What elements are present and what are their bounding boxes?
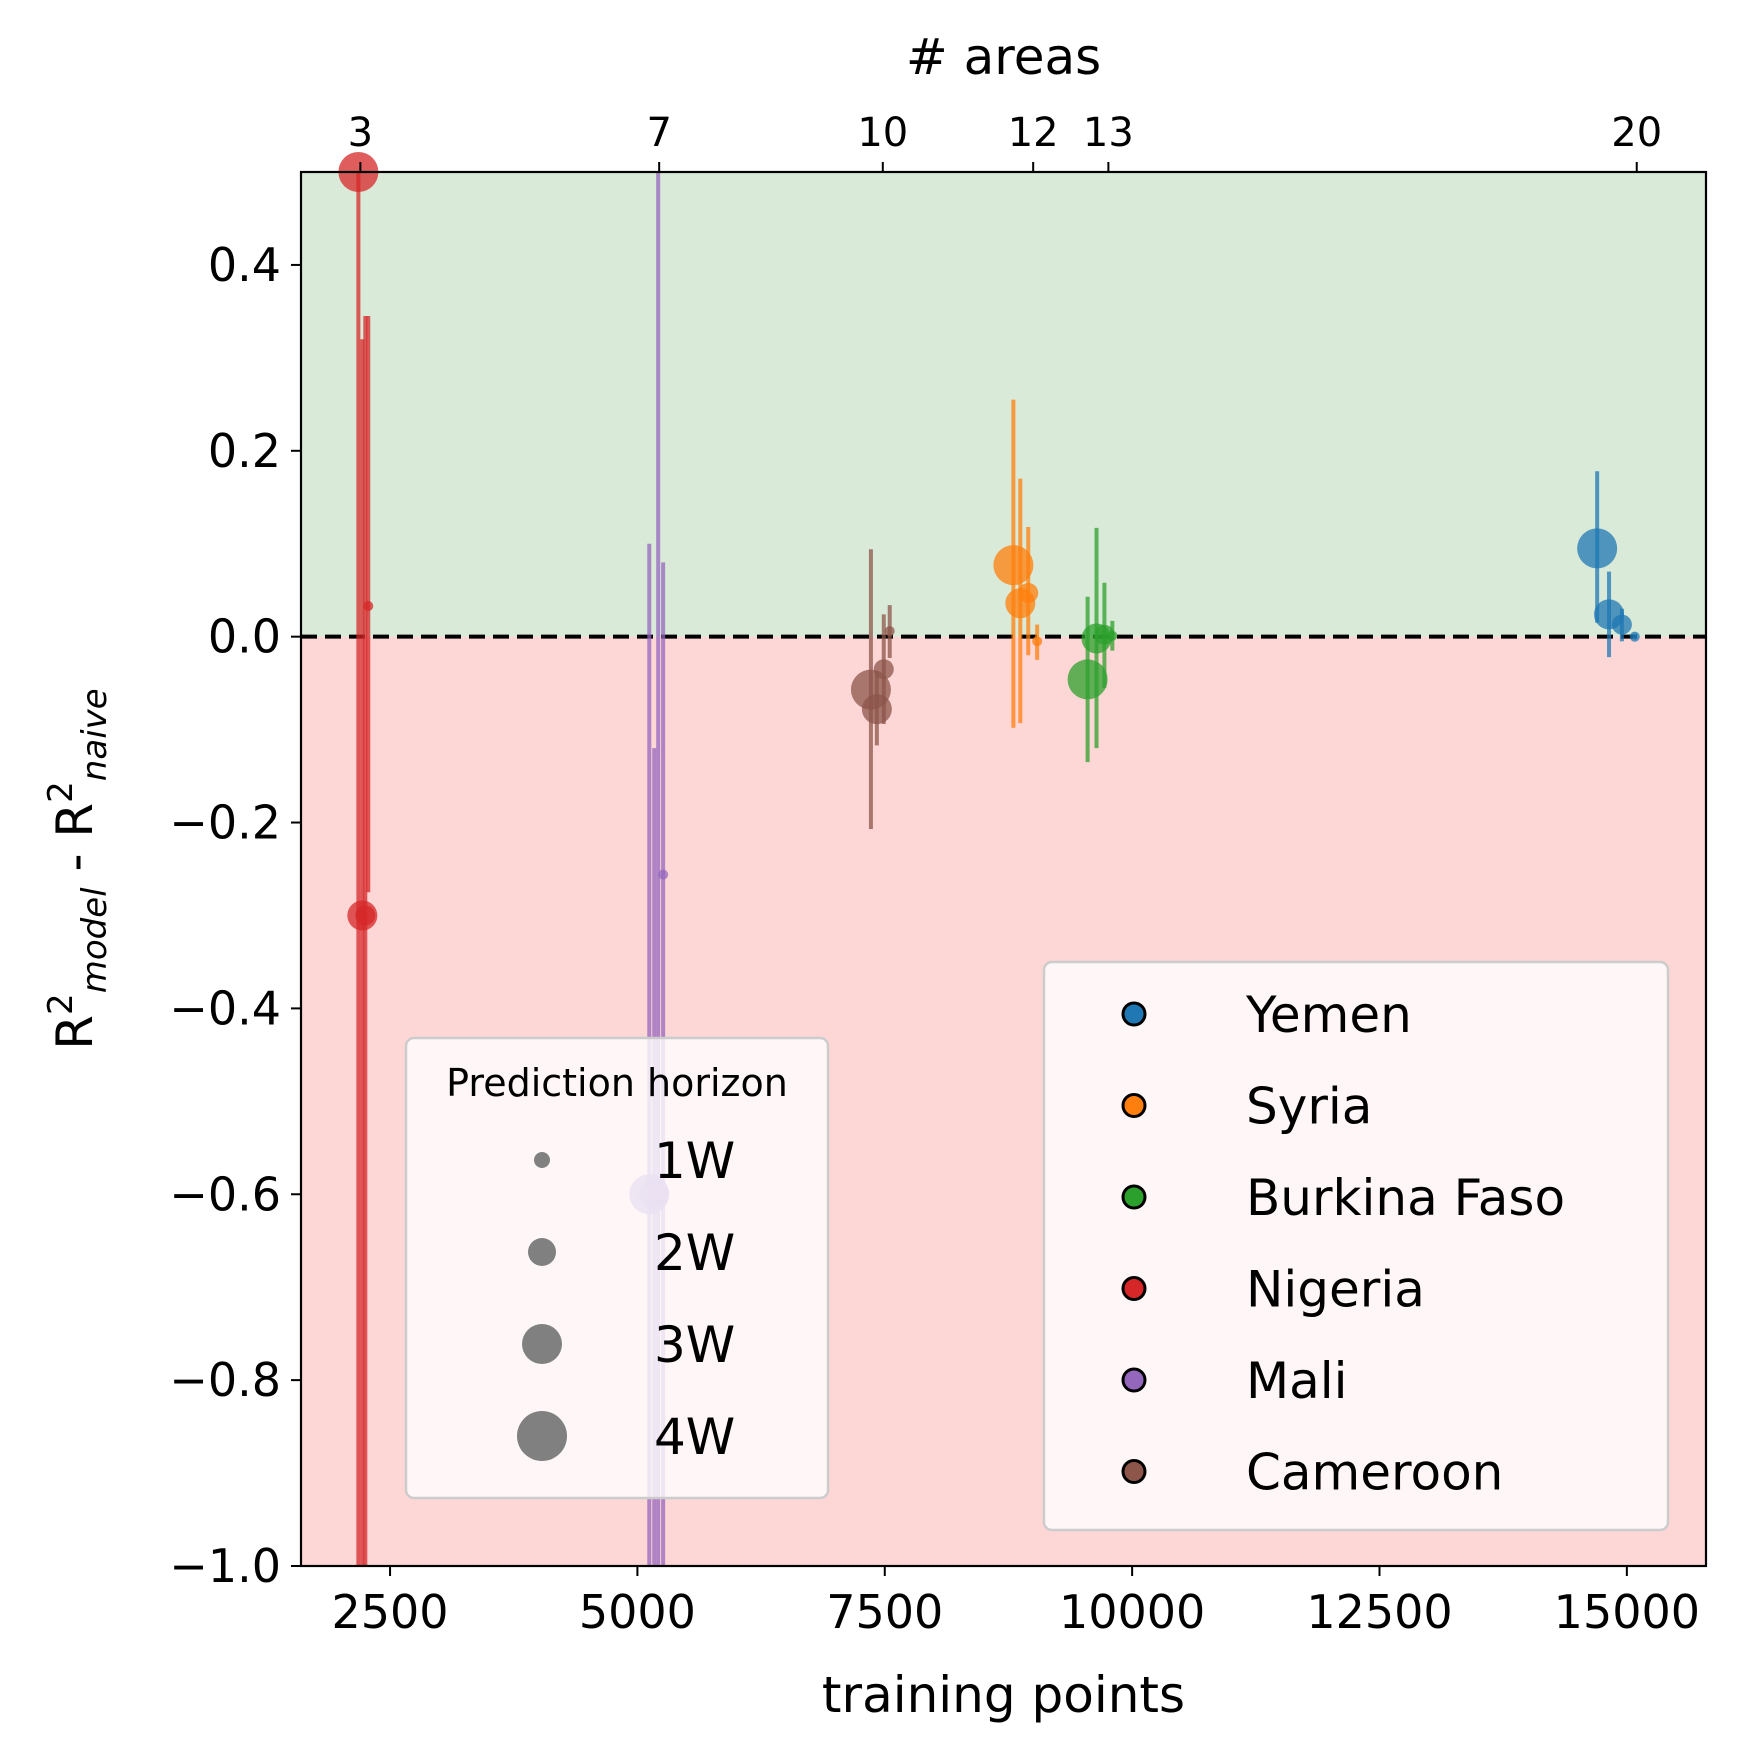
data-point [1032,636,1043,647]
data-point [884,626,895,637]
top-axis-label: # areas [906,28,1101,86]
y-tick-label: 0.2 [208,424,281,478]
top-tick-label: 10 [857,110,908,156]
size-legend-title: Prediction horizon [446,1061,788,1105]
size-legend-label: 4W [654,1408,735,1466]
data-point [1629,631,1640,642]
country-legend-label: Burkina Faso [1246,1169,1565,1227]
data-point [1094,624,1115,645]
country-legend-marker [1121,1459,1147,1484]
country-legend-items: Yemen Syria Burkina Faso Nigeria Mali Cameroo… [1121,986,1565,1502]
country-legend-marker [1121,1276,1147,1301]
size-legend-marker [517,1411,567,1461]
data-point [1611,614,1632,635]
y-label-sub-naive: naive [75,688,115,781]
data-point [873,659,894,680]
data-point [1018,582,1039,603]
size-legend-marker [534,1152,550,1168]
country-legend: Yemen Syria Burkina Faso Nigeria Mali Cameroo… [1042,960,1670,1532]
x-tick-label: 15000 [1554,1585,1700,1639]
size-legend-marker [528,1238,556,1266]
country-legend-label: Syria [1246,1078,1372,1136]
series-burkina-faso [1067,527,1118,763]
y-tick-label: −0.4 [169,981,281,1035]
country-legend-marker [1121,1001,1147,1027]
data-point [1107,630,1118,641]
y-label-exp-2: 2 [41,781,81,803]
size-legend-marker [522,1324,562,1364]
data-point [658,869,669,880]
y-label-base-1: R [46,1015,104,1050]
y-tick-label: 0.4 [208,238,281,292]
country-legend-label: Cameroon [1246,1444,1503,1502]
size-legend-items: 1W 2W 3W 4W [517,1132,735,1466]
x-tick-label: 10000 [1059,1585,1205,1639]
top-tick-label: 12 [1008,110,1059,156]
country-legend-label: Mali [1246,1352,1348,1410]
country-legend-box [1042,960,1670,1532]
y-tick-label: 0.0 [208,610,281,664]
top-tick-label: 20 [1611,110,1662,156]
x-axis-label: training points [822,1666,1185,1724]
country-legend-marker [1121,1184,1147,1210]
country-legend-label: Nigeria [1246,1261,1425,1319]
y-axis-label: R2model - R2naive [41,688,115,1049]
y-label-sub-model: model [75,887,115,993]
plot-frame [299,170,1708,1568]
country-legend-label: Yemen [1245,986,1412,1044]
top-tick-label: 3 [348,110,373,156]
series-cameroon [850,549,895,830]
x-tick-label: 12500 [1306,1585,1452,1639]
size-legend-box [404,1036,830,1500]
size-legend-label: 3W [654,1316,735,1374]
size-legend: Prediction horizon 1W 2W 3W 4W [404,1036,830,1500]
y-label-exp-1: 2 [41,993,81,1015]
axes-layer: 2500 5000 7500 10000 12500 15000 0.4 0.2 0.0 −0.2… [169,110,1700,1639]
data-point [363,600,374,611]
x-tick-label: 2500 [332,1585,449,1639]
y-tick-label: −0.8 [169,1353,281,1407]
series-yemen [1577,471,1640,658]
data-point [355,905,376,926]
y-label-separator: - [46,838,104,888]
size-legend-label: 1W [654,1132,735,1190]
series-syria [993,399,1043,728]
y-tick-label: −0.2 [169,796,281,850]
y-tick-label: −1.0 [169,1539,281,1593]
data-point [1067,659,1108,700]
data-point [993,545,1034,586]
size-legend-label: 2W [654,1224,735,1282]
x-tick-label: 7500 [826,1585,943,1639]
country-legend-marker [1121,1093,1147,1118]
series-nigeria [338,152,379,1566]
country-legend-marker [1121,1367,1147,1393]
x-tick-label: 5000 [579,1585,696,1639]
y-label-base-2: R [46,803,104,838]
data-point [861,694,892,725]
y-tick-label: −0.6 [169,1167,281,1221]
data-point [1577,528,1618,569]
top-tick-label: 7 [646,110,671,156]
top-tick-label: 13 [1083,110,1134,156]
